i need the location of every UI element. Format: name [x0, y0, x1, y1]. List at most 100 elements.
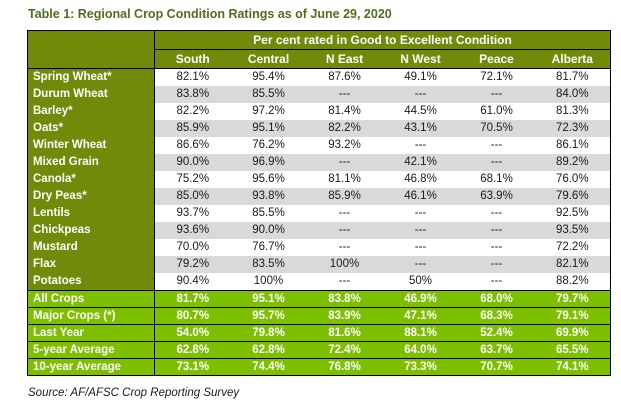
value-cell: 84.0% [534, 86, 611, 103]
value-cell: 79.1% [534, 307, 611, 325]
table-row: Mixed Grain 90.0% 96.9% --- 42.1% --- 89.2% [27, 154, 611, 171]
row-label: Canola* [27, 171, 155, 188]
table-row: Dry Peas* 85.0% 93.8% 85.9% 46.1% 63.9% 79.6% [27, 188, 611, 205]
value-cell: --- [382, 137, 459, 154]
table-row: All Crops 81.7% 95.1% 83.8% 46.9% 68.0% 79.7% [27, 290, 611, 308]
column-header-n-west: N West [382, 49, 459, 69]
value-cell: 83.5% [230, 256, 307, 273]
value-cell: 96.9% [230, 154, 307, 171]
value-cell: 62.8% [154, 341, 231, 359]
source-note: Source: AF/AFSC Crop Reporting Survey [28, 387, 240, 399]
value-cell: --- [306, 239, 383, 256]
table-row: Potatoes 90.4% 100% --- 50% --- 88.2% [27, 273, 611, 291]
table-row: Oats* 85.9% 95.1% 82.2% 43.1% 70.5% 72.3% [27, 120, 611, 137]
value-cell: 65.5% [534, 341, 611, 359]
value-cell: --- [458, 154, 535, 171]
value-cell: --- [458, 205, 535, 222]
value-cell: 86.1% [534, 137, 611, 154]
value-cell: 80.7% [154, 307, 231, 325]
value-cell: 79.7% [534, 290, 611, 308]
value-cell: 68.0% [458, 290, 535, 308]
table-row: Chickpeas 93.6% 90.0% --- --- --- 93.5% [27, 222, 611, 239]
value-cell: 42.1% [382, 154, 459, 171]
value-cell: 44.5% [382, 103, 459, 120]
value-cell: 85.5% [230, 205, 307, 222]
value-cell: 81.3% [534, 103, 611, 120]
value-cell: 68.3% [458, 307, 535, 325]
value-cell: 82.1% [534, 256, 611, 273]
table-title: Table 1: Regional Crop Condition Ratings… [28, 7, 392, 21]
value-cell: 100% [306, 256, 383, 273]
crop-rows: Spring Wheat* 82.1% 95.4% 87.6% 49.1% 72.1% 81… [27, 68, 611, 291]
value-cell: 93.5% [534, 222, 611, 239]
row-label: All Crops [27, 290, 155, 308]
value-cell: --- [306, 205, 383, 222]
value-cell: 74.1% [534, 358, 611, 376]
value-cell: 82.1% [154, 68, 231, 86]
table-row: Spring Wheat* 82.1% 95.4% 87.6% 49.1% 72.1% 81… [27, 68, 611, 86]
table-row: Barley* 82.2% 97.2% 81.4% 44.5% 61.0% 81.3% [27, 103, 611, 120]
value-cell: 79.6% [534, 188, 611, 205]
value-cell: 72.1% [458, 68, 535, 86]
value-cell: 47.1% [382, 307, 459, 325]
value-cell: 64.0% [382, 341, 459, 359]
value-cell: 79.2% [154, 256, 231, 273]
row-label: Mustard [27, 239, 155, 256]
value-cell: 43.1% [382, 120, 459, 137]
value-cell: 73.3% [382, 358, 459, 376]
value-cell: 63.9% [458, 188, 535, 205]
value-cell: 95.1% [230, 290, 307, 308]
table-row: Winter Wheat 86.6% 76.2% 93.2% --- --- 86.1% [27, 137, 611, 154]
corner-cell [27, 30, 155, 69]
row-label: Oats* [27, 120, 155, 137]
value-cell: 93.7% [154, 205, 231, 222]
value-cell: 88.2% [534, 273, 611, 291]
row-label: 10-year Average [27, 358, 155, 376]
row-label: Lentils [27, 205, 155, 222]
value-cell: 85.5% [230, 86, 307, 103]
value-cell: 72.2% [534, 239, 611, 256]
value-cell: 81.1% [306, 171, 383, 188]
value-cell: 95.7% [230, 307, 307, 325]
column-header-n-east: N East [306, 49, 383, 69]
value-cell: 85.9% [306, 188, 383, 205]
value-cell: 76.8% [306, 358, 383, 376]
value-cell: 46.8% [382, 171, 459, 188]
row-label: 5-year Average [27, 341, 155, 359]
value-cell: 93.8% [230, 188, 307, 205]
value-cell: 54.0% [154, 324, 231, 342]
row-label: Mixed Grain [27, 154, 155, 171]
crop-condition-table: Per cent rated in Good to Excellent Cond… [27, 30, 611, 376]
row-label: Barley* [27, 103, 155, 120]
value-cell: --- [306, 154, 383, 171]
table-row: Lentils 93.7% 85.5% --- --- --- 92.5% [27, 205, 611, 222]
value-cell: --- [382, 239, 459, 256]
row-label: Flax [27, 256, 155, 273]
row-label: Winter Wheat [27, 137, 155, 154]
value-cell: 83.9% [306, 307, 383, 325]
value-cell: 46.1% [382, 188, 459, 205]
value-cell: 76.2% [230, 137, 307, 154]
column-header-row: South Central N East N West Peace Alberta [28, 49, 611, 69]
value-cell: 97.2% [230, 103, 307, 120]
span-header: Per cent rated in Good to Excellent Cond… [154, 30, 611, 50]
value-cell: 63.7% [458, 341, 535, 359]
value-cell: 74.4% [230, 358, 307, 376]
value-cell: 95.6% [230, 171, 307, 188]
value-cell: --- [458, 137, 535, 154]
table-row: Flax 79.2% 83.5% 100% --- --- 82.1% [27, 256, 611, 273]
value-cell: 93.6% [154, 222, 231, 239]
row-label: Durum Wheat [27, 86, 155, 103]
table-row: Last Year 54.0% 79.8% 81.6% 88.1% 52.4% 69.9% [27, 324, 611, 342]
value-cell: --- [382, 86, 459, 103]
table-row: 10-year Average 73.1% 74.4% 76.8% 73.3% 70.7%… [27, 358, 611, 376]
value-cell: --- [458, 273, 535, 291]
value-cell: 70.0% [154, 239, 231, 256]
summary-rows: All Crops 81.7% 95.1% 83.8% 46.9% 68.0% 79.7% M… [27, 290, 611, 376]
value-cell: --- [306, 86, 383, 103]
value-cell: 70.7% [458, 358, 535, 376]
value-cell: 87.6% [306, 68, 383, 86]
value-cell: --- [306, 273, 383, 291]
value-cell: 49.1% [382, 68, 459, 86]
value-cell: 70.5% [458, 120, 535, 137]
